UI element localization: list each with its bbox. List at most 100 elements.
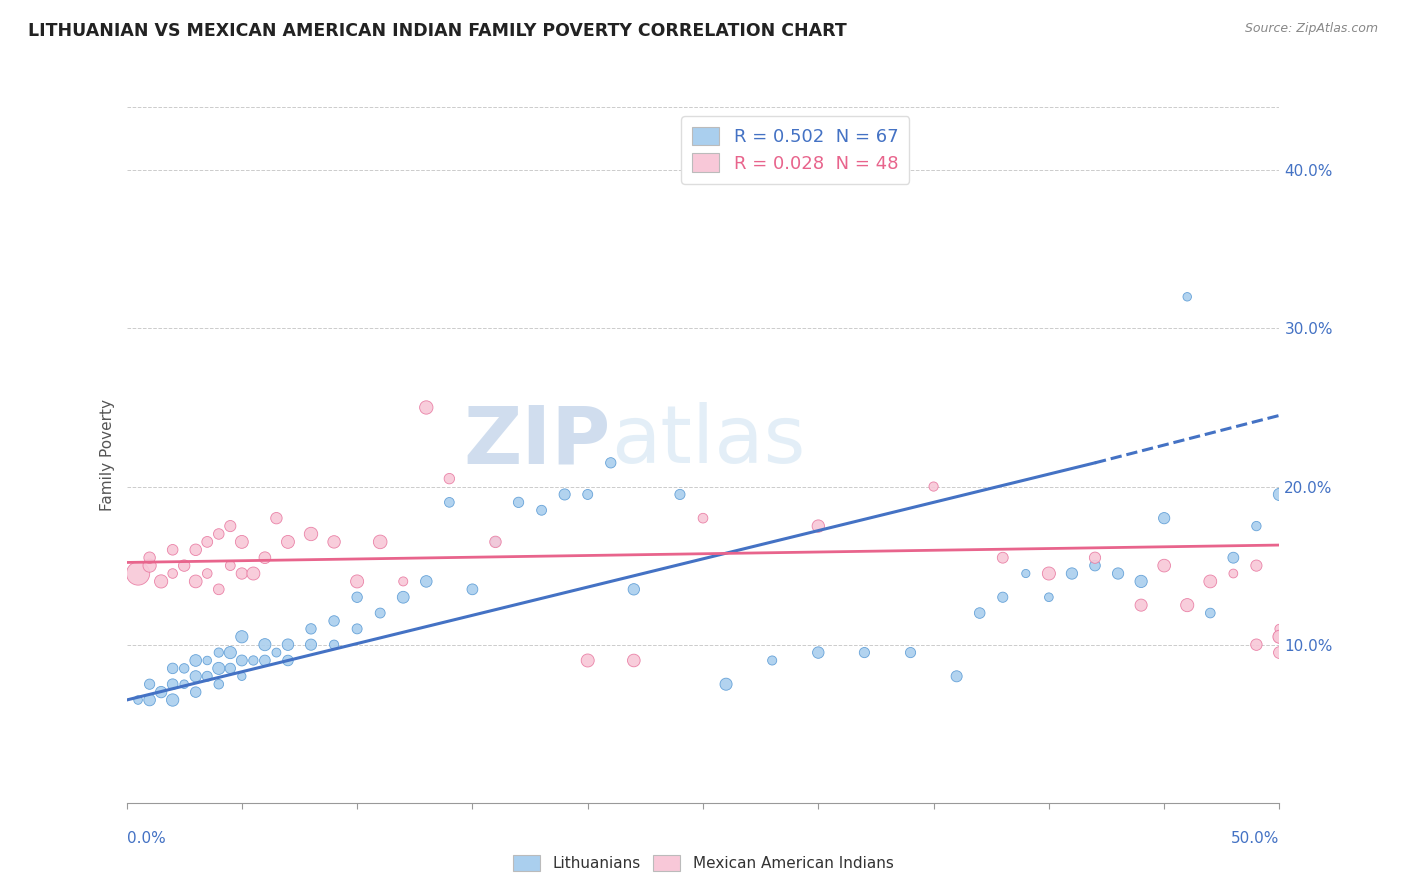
Point	[1222, 550, 1244, 565]
Point	[253, 638, 276, 652]
Point	[576, 653, 599, 667]
Point	[669, 487, 692, 501]
Point	[173, 661, 195, 675]
Point	[484, 534, 506, 549]
Point	[599, 456, 621, 470]
Point	[173, 677, 195, 691]
Point	[1015, 566, 1038, 581]
Text: 50.0%: 50.0%	[1232, 831, 1279, 846]
Point	[138, 677, 160, 691]
Text: atlas: atlas	[610, 402, 806, 480]
Point	[231, 566, 253, 581]
Point	[219, 558, 242, 573]
Legend: R = 0.502  N = 67, R = 0.028  N = 48: R = 0.502 N = 67, R = 0.028 N = 48	[682, 116, 910, 184]
Point	[576, 487, 599, 501]
Point	[1222, 566, 1244, 581]
Point	[184, 669, 207, 683]
Point	[1246, 558, 1268, 573]
Point	[231, 534, 253, 549]
Point	[138, 550, 160, 565]
Point	[1153, 558, 1175, 573]
Point	[853, 646, 876, 660]
Point	[623, 582, 645, 597]
Text: Source: ZipAtlas.com: Source: ZipAtlas.com	[1244, 22, 1378, 36]
Point	[266, 646, 288, 660]
Point	[368, 606, 391, 620]
Point	[1084, 558, 1107, 573]
Point	[508, 495, 530, 509]
Point	[807, 646, 830, 660]
Point	[162, 566, 184, 581]
Point	[231, 669, 253, 683]
Point	[991, 591, 1014, 605]
Point	[922, 479, 945, 493]
Point	[1130, 574, 1153, 589]
Point	[461, 582, 484, 597]
Point	[195, 669, 218, 683]
Point	[299, 638, 322, 652]
Point	[184, 685, 207, 699]
Point	[714, 677, 737, 691]
Text: 0.0%: 0.0%	[127, 831, 166, 846]
Point	[439, 495, 461, 509]
Point	[1130, 598, 1153, 612]
Point	[195, 566, 218, 581]
Point	[195, 534, 218, 549]
Point	[554, 487, 576, 501]
Point	[138, 558, 160, 573]
Point	[439, 472, 461, 486]
Point	[208, 677, 231, 691]
Point	[392, 591, 415, 605]
Point	[253, 653, 276, 667]
Point	[761, 653, 783, 667]
Point	[173, 558, 195, 573]
Point	[1084, 550, 1107, 565]
Point	[807, 519, 830, 533]
Point	[1153, 511, 1175, 525]
Point	[900, 646, 922, 660]
Point	[195, 653, 218, 667]
Point	[277, 653, 299, 667]
Point	[1199, 606, 1222, 620]
Point	[1038, 591, 1060, 605]
Point	[692, 511, 714, 525]
Point	[208, 527, 231, 541]
Point	[1107, 566, 1129, 581]
Point	[1268, 630, 1291, 644]
Point	[484, 534, 506, 549]
Point	[1268, 646, 1291, 660]
Point	[184, 653, 207, 667]
Point	[242, 566, 264, 581]
Point	[1268, 487, 1291, 501]
Point	[1246, 519, 1268, 533]
Text: LITHUANIAN VS MEXICAN AMERICAN INDIAN FAMILY POVERTY CORRELATION CHART: LITHUANIAN VS MEXICAN AMERICAN INDIAN FA…	[28, 22, 846, 40]
Point	[208, 661, 231, 675]
Point	[299, 622, 322, 636]
Point	[346, 574, 368, 589]
Point	[208, 582, 231, 597]
Point	[138, 693, 160, 707]
Point	[945, 669, 967, 683]
Point	[277, 534, 299, 549]
Point	[219, 646, 242, 660]
Point	[150, 685, 173, 699]
Point	[991, 550, 1014, 565]
Y-axis label: Family Poverty: Family Poverty	[100, 399, 115, 511]
Point	[530, 503, 553, 517]
Point	[346, 622, 368, 636]
Point	[323, 534, 346, 549]
Point	[184, 574, 207, 589]
Point	[162, 677, 184, 691]
Point	[415, 574, 437, 589]
Point	[1038, 566, 1060, 581]
Text: ZIP: ZIP	[464, 402, 610, 480]
Point	[368, 534, 391, 549]
Point	[1175, 290, 1198, 304]
Point	[219, 519, 242, 533]
Point	[231, 630, 253, 644]
Legend: Lithuanians, Mexican American Indians: Lithuanians, Mexican American Indians	[506, 849, 900, 877]
Point	[150, 574, 173, 589]
Point	[184, 542, 207, 557]
Point	[346, 591, 368, 605]
Point	[253, 550, 276, 565]
